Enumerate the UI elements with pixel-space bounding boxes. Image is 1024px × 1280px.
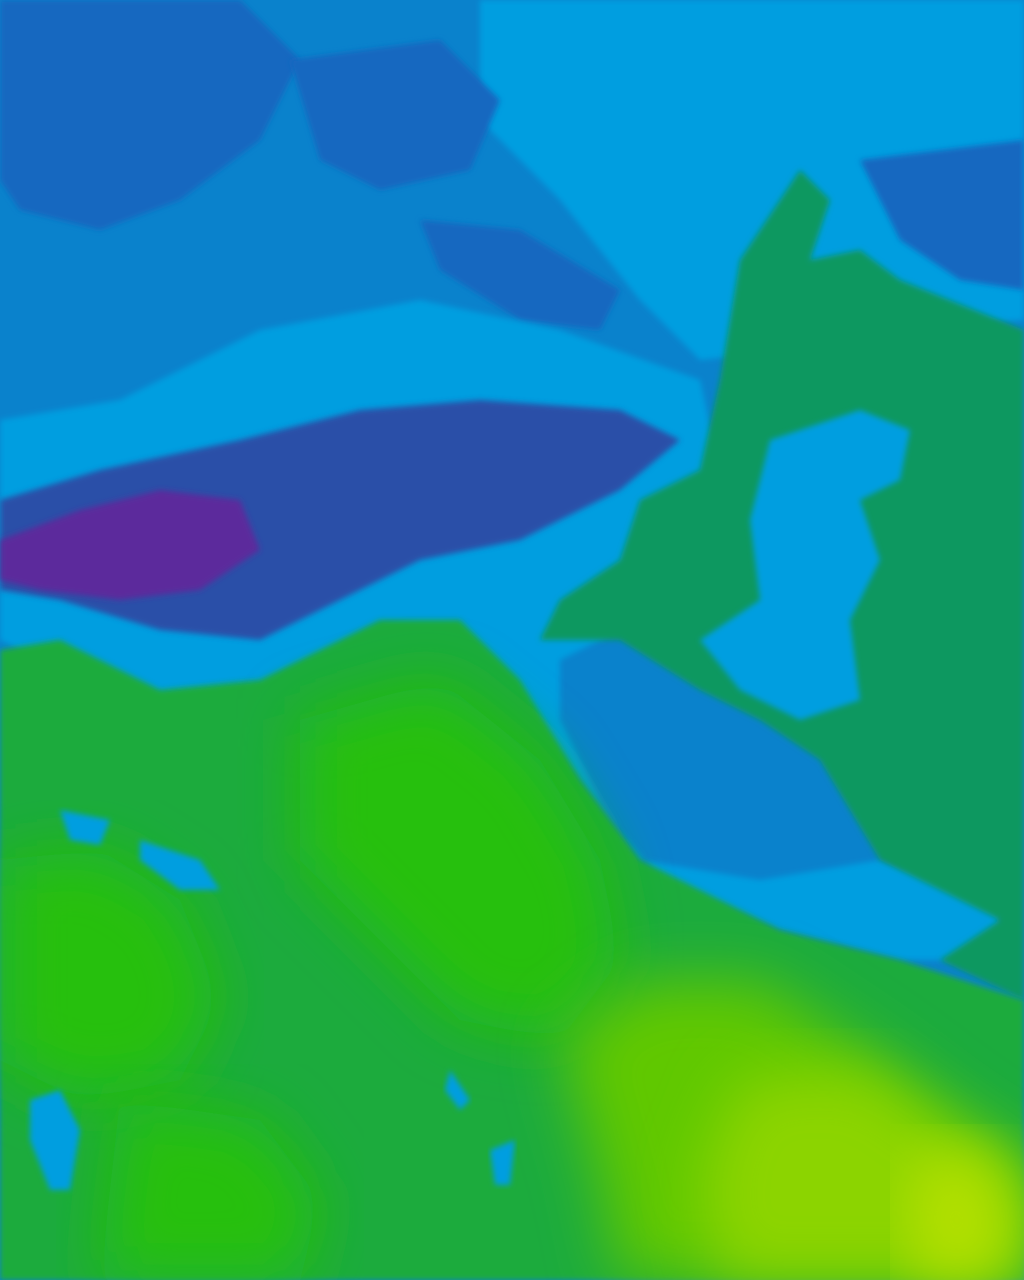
region-dark-blue-n	[290, 40, 500, 190]
region-bright-green-s	[100, 1100, 320, 1280]
region-bright-green	[300, 680, 620, 1040]
region-sky-blue-pocket-1	[60, 810, 110, 845]
region-sky-blue-pocket-3	[445, 1070, 470, 1110]
region-dark-blue-c	[420, 220, 620, 330]
region-yellow	[910, 1150, 1010, 1280]
region-dark-blue-ne	[860, 140, 1024, 290]
region-sky-blue-pocket-4	[490, 1140, 515, 1185]
region-sky-blue-pocket-w	[30, 1090, 80, 1190]
region-sky-blue-pocket-2	[140, 840, 220, 890]
region-sky-blue-ne	[480, 0, 1024, 360]
region-purple	[0, 490, 260, 600]
region-sky-blue-east-lake	[700, 410, 910, 720]
region-bright-green-sw	[0, 850, 220, 1100]
region-dark-blue-nw	[0, 0, 300, 230]
